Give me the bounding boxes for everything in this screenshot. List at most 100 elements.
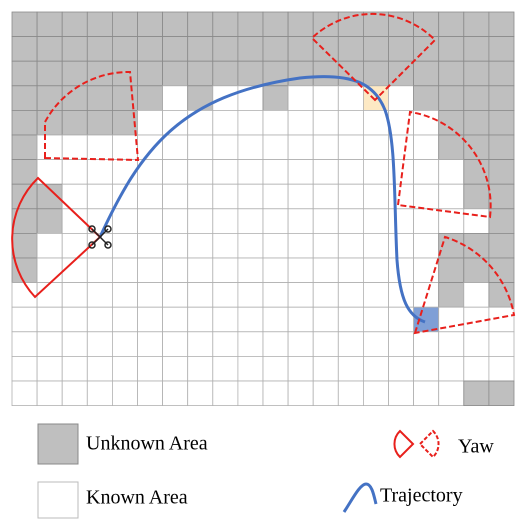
grid-cell xyxy=(438,183,465,210)
grid-cell xyxy=(438,134,465,161)
grid-cell xyxy=(86,134,113,161)
grid-cell xyxy=(463,60,490,87)
grid-cell xyxy=(237,183,264,210)
grid-cell xyxy=(287,85,314,111)
grid-cell xyxy=(488,380,515,407)
grid-cell xyxy=(237,306,264,333)
grid-cell xyxy=(36,257,63,284)
grid-cell xyxy=(61,36,88,62)
grid-cell xyxy=(312,134,339,161)
grid-cell xyxy=(463,36,490,62)
grid-cell xyxy=(162,110,189,136)
grid-cell xyxy=(438,380,465,407)
grid-cell xyxy=(287,257,314,284)
grid-cell xyxy=(237,355,264,382)
grid-cell xyxy=(11,110,38,136)
yaw-sectors xyxy=(44,12,516,335)
drone-icon xyxy=(88,225,112,249)
grid-cell xyxy=(463,134,490,161)
grid-cell xyxy=(438,85,465,111)
grid-cell xyxy=(162,331,189,357)
grid-cell xyxy=(463,183,490,210)
grid-cell xyxy=(488,282,515,308)
grid-cell xyxy=(488,11,515,38)
grid-cell xyxy=(237,232,264,259)
grid-cell xyxy=(362,110,389,136)
grid-cell xyxy=(86,380,113,407)
grid-cell xyxy=(86,159,113,185)
grid-cell xyxy=(36,110,63,136)
grid-cell xyxy=(137,380,164,407)
grid-cell xyxy=(187,331,214,357)
grid-cell xyxy=(488,134,515,161)
grid-cell xyxy=(312,257,339,284)
grid-cell xyxy=(287,306,314,333)
yaw-sector xyxy=(413,235,516,335)
grid-cell xyxy=(362,11,389,38)
grid-cell xyxy=(312,183,339,210)
grid-cell xyxy=(337,331,364,357)
grid-cell xyxy=(362,355,389,382)
grid-cell xyxy=(337,282,364,308)
grid-cell xyxy=(438,208,465,234)
grid-cell xyxy=(312,282,339,308)
grid-cell xyxy=(312,60,339,87)
grid-cell xyxy=(237,208,264,234)
grid-cell xyxy=(212,355,239,382)
grid-cell xyxy=(337,232,364,259)
grid-cell xyxy=(187,355,214,382)
grid-cell xyxy=(413,232,440,259)
grid-cell xyxy=(287,134,314,161)
legend-label: Known Area xyxy=(86,487,188,509)
grid-cell xyxy=(212,11,239,38)
grid-cell xyxy=(488,232,515,259)
grid-cell xyxy=(137,306,164,333)
grid-cell xyxy=(137,257,164,284)
grid-cell xyxy=(137,183,164,210)
grid-cell xyxy=(11,85,38,111)
grid-cell xyxy=(312,85,339,111)
grid-cell xyxy=(162,355,189,382)
grid-cell xyxy=(337,306,364,333)
grid-cell xyxy=(362,208,389,234)
grid-cell xyxy=(162,306,189,333)
grid-cell xyxy=(137,232,164,259)
grid-cell xyxy=(162,257,189,284)
grid-cell xyxy=(36,380,63,407)
yaw-current xyxy=(11,176,102,299)
grid-cell xyxy=(112,282,138,308)
grid-cell xyxy=(438,282,465,308)
grid-cell xyxy=(162,60,189,87)
grid-cell xyxy=(112,232,138,259)
grid-cell xyxy=(137,331,164,357)
grid-cell xyxy=(187,380,214,407)
grid-cell xyxy=(162,282,189,308)
grid-cell xyxy=(287,331,314,357)
grid-cell xyxy=(337,159,364,185)
grid-cell xyxy=(86,85,113,111)
grid-cell xyxy=(112,380,138,407)
grid-cell xyxy=(212,208,239,234)
yaw-sector xyxy=(310,12,437,102)
legend-label: Yaw xyxy=(458,436,494,458)
grid-cell xyxy=(61,306,88,333)
grid-cell xyxy=(137,355,164,382)
grid-cell xyxy=(287,355,314,382)
grid-cell xyxy=(187,183,214,210)
grid-cell xyxy=(61,11,88,38)
grid-cell xyxy=(36,331,63,357)
grid-cell xyxy=(312,331,339,357)
grid-cell xyxy=(488,331,515,357)
grid-cell xyxy=(413,331,440,357)
grid-cell xyxy=(438,11,465,38)
grid-cell xyxy=(262,159,289,185)
grid-cell xyxy=(212,331,239,357)
grid-cell xyxy=(187,60,214,87)
grid-cell xyxy=(36,306,63,333)
grid-cell xyxy=(36,355,63,382)
grid-cell xyxy=(488,159,515,185)
occupancy-grid xyxy=(11,11,515,407)
grid-cell xyxy=(262,282,289,308)
grid-cell xyxy=(312,36,339,62)
grid-cell xyxy=(438,159,465,185)
